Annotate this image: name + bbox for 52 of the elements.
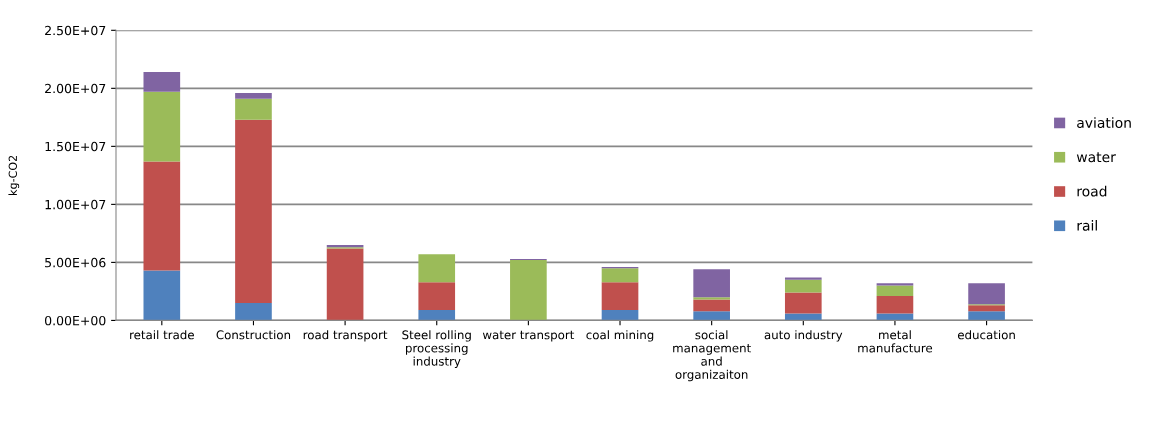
bar [876, 285, 914, 297]
bar [876, 283, 914, 286]
bar [693, 311, 730, 321]
bar [418, 309, 456, 321]
x-tick-label: social management and organizaiton [673, 330, 751, 382]
bar [326, 248, 364, 321]
bar [784, 279, 822, 293]
x-tick-label: water transport [482, 330, 575, 342]
y-tick-label: 2.50E+07 [45, 25, 106, 36]
x-tick-label: metal manufacture [858, 330, 933, 353]
x-tick-label: Construction [216, 330, 291, 340]
bar [601, 309, 639, 321]
bar [235, 92, 272, 99]
bar [235, 303, 272, 321]
bar [876, 313, 914, 321]
y-tick-label: 5.00E+06 [45, 257, 106, 268]
bar [418, 254, 456, 283]
bar [143, 270, 181, 321]
bar [601, 268, 639, 283]
bar [143, 161, 181, 271]
bar [510, 260, 547, 321]
bar [784, 313, 822, 321]
x-tick-label: road transport [303, 330, 388, 342]
legend-label: road [1077, 185, 1107, 197]
x-tick-label: coal mining [586, 330, 654, 342]
bar [143, 72, 181, 92]
x-tick-label: auto industry [764, 330, 843, 342]
bar [876, 296, 914, 314]
bar [235, 119, 272, 304]
y-tick-label: 1.00E+07 [45, 199, 106, 210]
bar [693, 299, 730, 312]
y-tick-label: 0.00E+00 [44, 315, 106, 326]
bar [418, 282, 456, 310]
y-axis-title: kg-CO2 [8, 155, 20, 195]
bar [784, 277, 822, 280]
legend-label: aviation [1077, 117, 1131, 128]
legend-label: water [1076, 152, 1116, 163]
bar [693, 269, 730, 298]
x-tick-label: retail trade [130, 330, 194, 340]
bar [968, 283, 1005, 305]
bar [968, 305, 1005, 312]
bar [235, 98, 272, 120]
bar [693, 297, 730, 300]
y-tick-label: 2.00E+07 [45, 83, 106, 94]
bar [784, 292, 822, 314]
x-tick-label: education [957, 330, 1015, 340]
bar [968, 311, 1005, 321]
x-tick-label: Steel rolling processing industry [402, 330, 471, 369]
y-tick-label: 1.50E+07 [45, 141, 106, 152]
legend-label: rail [1077, 220, 1097, 231]
bar [143, 91, 181, 162]
bar [601, 282, 639, 310]
